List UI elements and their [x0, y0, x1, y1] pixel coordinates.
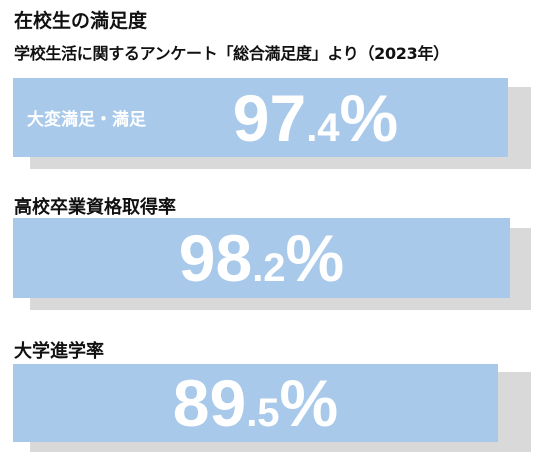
value-frac: .2 — [252, 246, 286, 290]
stat-label: 大変満足・満足 — [27, 110, 146, 130]
stat-value: 89.5% — [173, 370, 338, 436]
stat-panel: 大変満足・満足 97.4% — [13, 78, 508, 157]
value-unit: % — [285, 221, 345, 295]
value-frac: .4 — [306, 105, 340, 150]
stat-panel: 89.5% — [13, 364, 498, 442]
value-unit: % — [339, 80, 399, 155]
value-int: 97 — [232, 80, 307, 155]
value-int: 89 — [172, 366, 247, 440]
stat-panel: 98.2% — [13, 218, 510, 298]
stat-heading: 大学進学率 — [14, 341, 104, 362]
stat-value: 97.4% — [233, 85, 398, 151]
value-int: 98 — [178, 221, 253, 295]
value-unit: % — [279, 366, 339, 440]
title: 在校生の満足度 — [14, 10, 148, 32]
value-frac: .5 — [246, 391, 280, 435]
subtitle: 学校生活に関するアンケート「総合満足度」より（2023年） — [14, 44, 449, 63]
stat-heading: 高校卒業資格取得率 — [14, 197, 176, 218]
stat-value: 98.2% — [179, 225, 344, 291]
